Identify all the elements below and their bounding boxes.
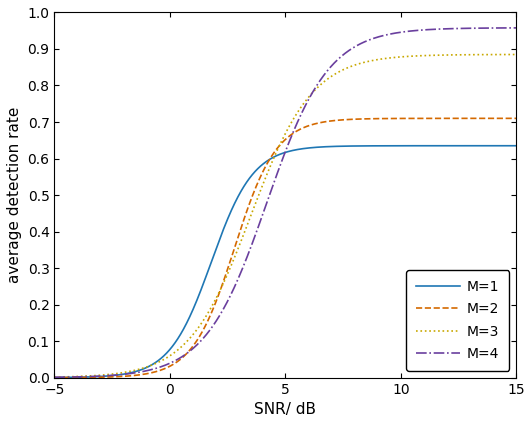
M=4 xyxy=(513,25,519,31)
M=3 xyxy=(513,52,519,57)
M=1 xyxy=(238,188,244,193)
M=1 xyxy=(255,166,261,171)
M=3 xyxy=(368,58,375,63)
M=4 xyxy=(411,28,418,33)
M=4 xyxy=(98,374,105,379)
M=2 xyxy=(98,375,105,380)
M=3 xyxy=(51,374,57,379)
M=4 xyxy=(51,375,57,380)
M=2 xyxy=(411,116,418,121)
M=3 xyxy=(411,53,418,59)
M=3 xyxy=(255,195,261,200)
Line: M=2: M=2 xyxy=(54,118,516,378)
M=1 xyxy=(420,143,426,148)
M=2 xyxy=(368,116,375,121)
M=3 xyxy=(98,373,105,378)
M=4 xyxy=(238,269,244,274)
M=4 xyxy=(255,226,261,231)
Y-axis label: average detection rate: average detection rate xyxy=(7,107,22,283)
M=2 xyxy=(51,375,57,380)
Line: M=4: M=4 xyxy=(54,28,516,377)
M=1 xyxy=(411,143,418,148)
M=2 xyxy=(420,116,426,121)
X-axis label: SNR/ dB: SNR/ dB xyxy=(254,402,317,417)
M=2 xyxy=(255,180,261,185)
Line: M=3: M=3 xyxy=(54,55,516,377)
M=1 xyxy=(513,143,519,148)
M=3 xyxy=(420,53,426,58)
Line: M=1: M=1 xyxy=(54,146,516,377)
M=3 xyxy=(238,238,244,243)
M=4 xyxy=(368,36,375,42)
M=4 xyxy=(420,28,426,33)
M=2 xyxy=(238,225,244,230)
M=1 xyxy=(368,143,375,148)
Legend: M=1, M=2, M=3, M=4: M=1, M=2, M=3, M=4 xyxy=(406,270,509,371)
M=1 xyxy=(98,374,105,379)
M=2 xyxy=(513,116,519,121)
M=1 xyxy=(51,375,57,380)
